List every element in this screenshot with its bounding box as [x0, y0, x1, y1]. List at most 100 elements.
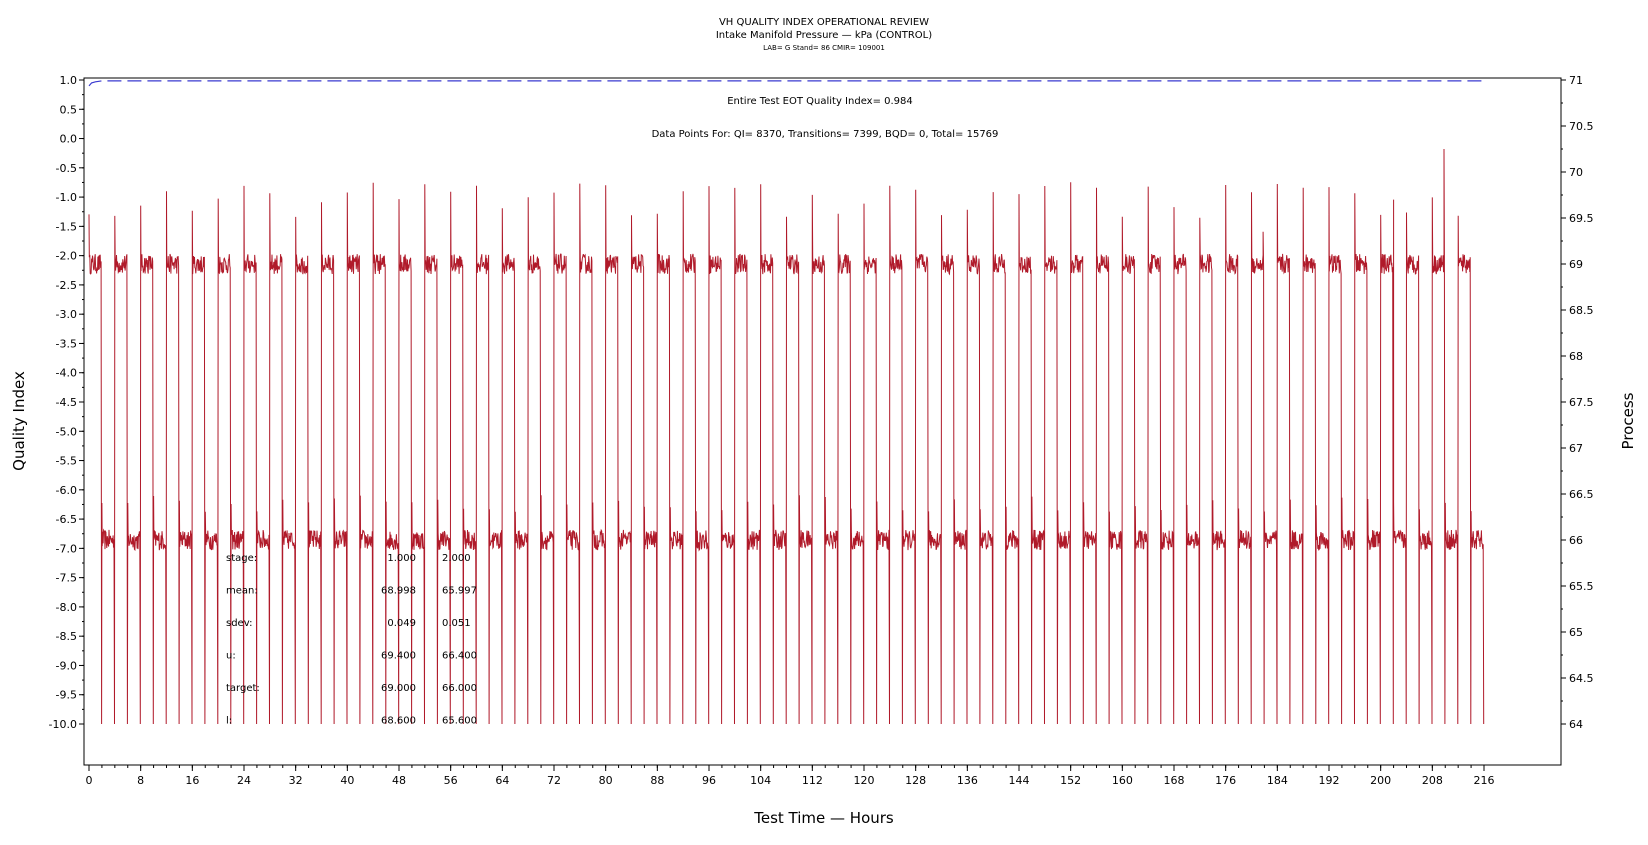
chart-subtitle: Intake Manifold Pressure — kPa (CONTROL) — [716, 30, 932, 41]
left-tick-label: -8.5 — [56, 630, 77, 643]
left-tick-label: -6.5 — [56, 513, 77, 526]
left-tick-label: -9.0 — [56, 659, 77, 672]
left-tick-label: -7.0 — [56, 542, 77, 555]
bottom-tick-label: 96 — [702, 774, 716, 787]
stats-stage1-value: 69.400 — [381, 651, 416, 662]
bottom-tick-label: 0 — [86, 774, 93, 787]
bottom-tick-label: 176 — [1215, 774, 1236, 787]
stats-table: stage: 1.000 2.000 mean: 68.998 65.997 sdev: 0.… — [226, 553, 477, 727]
bottom-tick-label: 72 — [547, 774, 561, 787]
bottom-tick-label: 24 — [237, 774, 251, 787]
left-tick-label: -1.0 — [56, 191, 77, 204]
stats-stage2-value: 66.400 — [442, 651, 477, 662]
left-tick-label: -3.5 — [56, 337, 77, 350]
chart-title: VH QUALITY INDEX OPERATIONAL REVIEW — [719, 17, 929, 28]
left-tick-label: -3.0 — [56, 308, 77, 321]
stats-stage1-value: 1.000 — [387, 553, 416, 564]
right-tick-label: 64 — [1569, 718, 1583, 731]
bottom-tick-label: 88 — [650, 774, 664, 787]
left-tick-label: -2.5 — [56, 279, 77, 292]
bottom-tick-label: 120 — [854, 774, 875, 787]
bottom-tick-label: 16 — [185, 774, 199, 787]
stats-stage1-value: 68.998 — [381, 586, 416, 597]
right-tick-label: 67.5 — [1569, 396, 1594, 409]
bottom-tick-label: 64 — [495, 774, 509, 787]
bottom-tick-label: 48 — [392, 774, 406, 787]
left-tick-label: -0.5 — [56, 162, 77, 175]
bottom-tick-label: 144 — [1009, 774, 1030, 787]
data-points-annotation: Data Points For: QI= 8370, Transitions= … — [652, 129, 999, 140]
chart-subtitle-lab: LAB= G Stand= 86 CMIR= 109001 — [763, 44, 885, 52]
left-tick-label: 0.5 — [60, 103, 78, 116]
bottom-tick-label: 40 — [340, 774, 354, 787]
right-tick-label: 70 — [1569, 166, 1583, 179]
bottom-tick-label: 216 — [1474, 774, 1495, 787]
left-tick-label: -9.5 — [56, 689, 77, 702]
bottom-tick-label: 152 — [1060, 774, 1081, 787]
y-axis-label-right: Process — [1619, 392, 1637, 449]
stats-stage1-value: 0.049 — [387, 618, 416, 629]
right-tick-label: 71 — [1569, 74, 1583, 87]
left-axis-ticks: 1.0 0.5 0.0 -0.5 -1.0 -1.5 -2.0 -2.5 -3.0 -3.5 -4.… — [49, 74, 84, 731]
left-tick-label: -1.5 — [56, 220, 77, 233]
bottom-tick-label: 80 — [599, 774, 613, 787]
left-tick-label: -2.0 — [56, 250, 77, 263]
stats-label: sdev: — [226, 618, 252, 629]
stats-stage2-value: 65.600 — [442, 716, 477, 727]
left-tick-label: -5.0 — [56, 425, 77, 438]
stats-stage2-value: 66.000 — [442, 683, 477, 694]
process-line — [88, 148, 1485, 725]
left-tick-label: -6.0 — [56, 484, 77, 497]
x-axis-label: Test Time — Hours — [753, 809, 894, 827]
bottom-tick-label: 184 — [1267, 774, 1288, 787]
left-tick-label: -10.0 — [49, 718, 77, 731]
left-tick-label: -4.0 — [56, 367, 77, 380]
right-tick-label: 69.5 — [1569, 212, 1594, 225]
right-tick-label: 65.5 — [1569, 580, 1594, 593]
series-layer — [88, 80, 1485, 725]
stats-stage1-value: 68.600 — [381, 716, 416, 727]
qi-annotation: Entire Test EOT Quality Index= 0.984 — [727, 96, 913, 107]
qi-line — [88, 80, 1484, 87]
right-tick-label: 67 — [1569, 442, 1583, 455]
left-tick-label: -7.5 — [56, 572, 77, 585]
right-axis-ticks: 71 70.5 70 69.5 69 68.5 68 67.5 67 66.5 66 65.5 65 64… — [1561, 74, 1594, 731]
bottom-tick-label: 192 — [1319, 774, 1340, 787]
bottom-tick-label: 104 — [750, 774, 771, 787]
right-tick-label: 70.5 — [1569, 120, 1594, 133]
left-tick-label: 0.0 — [60, 133, 78, 146]
left-tick-label: -4.5 — [56, 396, 77, 409]
bottom-tick-label: 112 — [802, 774, 823, 787]
bottom-tick-label: 168 — [1164, 774, 1185, 787]
plot-frame — [83, 77, 1562, 766]
stats-label: l: — [226, 716, 232, 727]
stats-label: u: — [226, 651, 236, 662]
right-tick-label: 64.5 — [1569, 672, 1594, 685]
right-tick-label: 66.5 — [1569, 488, 1594, 501]
bottom-tick-label: 8 — [137, 774, 144, 787]
bottom-tick-label: 56 — [444, 774, 458, 787]
stats-stage2-value: 0.051 — [442, 618, 471, 629]
bottom-tick-label: 160 — [1112, 774, 1133, 787]
bottom-tick-label: 200 — [1370, 774, 1391, 787]
bottom-tick-label: 32 — [289, 774, 303, 787]
bottom-axis-ticks: 0 8 16 24 32 40 48 56 64 72 80 88 96 104 112 120 128 136 1… — [86, 765, 1495, 787]
bottom-tick-label: 208 — [1422, 774, 1443, 787]
right-tick-label: 65 — [1569, 626, 1583, 639]
bottom-tick-label: 136 — [957, 774, 978, 787]
stats-label: target: — [226, 683, 260, 694]
stats-stage2-value: 2.000 — [442, 553, 471, 564]
left-tick-label: -5.5 — [56, 455, 77, 468]
stats-label: mean: — [226, 586, 258, 597]
right-tick-label: 69 — [1569, 258, 1583, 271]
left-tick-label: 1.0 — [60, 74, 78, 87]
right-tick-label: 66 — [1569, 534, 1583, 547]
stats-stage2-value: 65.997 — [442, 586, 477, 597]
y-axis-label-left: Quality Index — [10, 371, 28, 471]
stats-label: stage: — [226, 553, 257, 564]
left-tick-label: -8.0 — [56, 601, 77, 614]
bottom-tick-label: 128 — [905, 774, 926, 787]
right-tick-label: 68 — [1569, 350, 1583, 363]
right-tick-label: 68.5 — [1569, 304, 1594, 317]
